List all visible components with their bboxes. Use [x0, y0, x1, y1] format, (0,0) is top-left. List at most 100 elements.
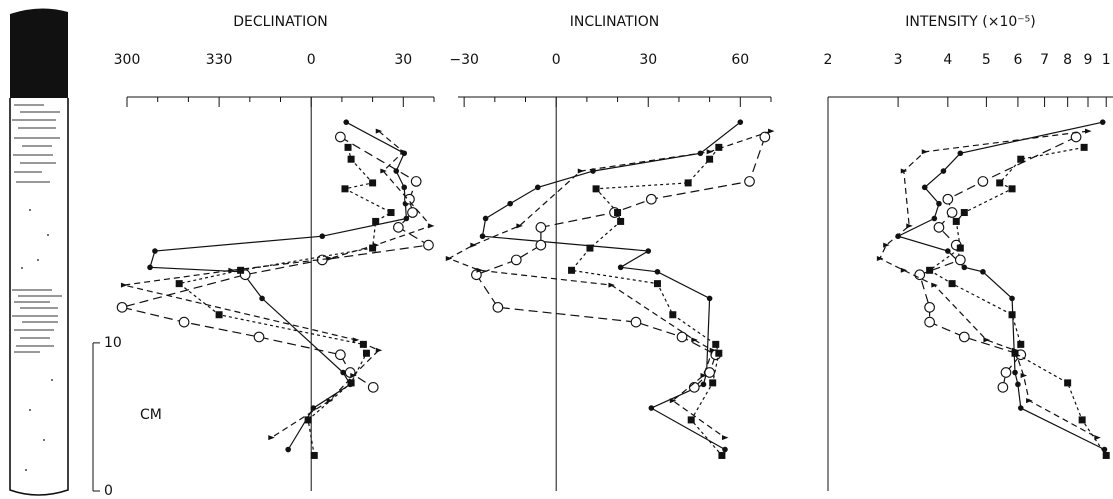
marker [1078, 416, 1086, 424]
profile-line [879, 130, 1098, 439]
marker [1012, 369, 1018, 376]
marker [883, 242, 890, 248]
marker [876, 255, 884, 261]
depth-tick-label: 0 [104, 483, 113, 499]
marker [476, 267, 483, 273]
x-tick-label: 7 [1040, 52, 1049, 68]
marker [359, 340, 367, 348]
marker [445, 255, 453, 261]
core-column [9, 8, 69, 496]
marker [285, 446, 291, 453]
marker [960, 209, 968, 217]
marker [1094, 435, 1101, 441]
x-tick-label: 1 [1102, 52, 1111, 68]
marker [568, 266, 576, 274]
x-tick-label: 0 [307, 52, 316, 68]
marker [688, 381, 700, 393]
marker [393, 221, 404, 233]
marker [945, 248, 951, 254]
marker [1102, 451, 1110, 459]
marker [977, 176, 989, 187]
panel-title: INTENSITY (×10⁻⁵) [905, 14, 1036, 30]
x-tick-label: 30 [394, 52, 412, 68]
marker [715, 349, 723, 357]
marker [507, 200, 513, 207]
marker [259, 295, 265, 302]
marker [175, 280, 183, 288]
marker [341, 185, 349, 193]
marker [900, 267, 908, 273]
marker [924, 316, 935, 328]
core-top [10, 8, 68, 99]
marker [948, 280, 956, 288]
marker [369, 179, 377, 187]
marker [906, 223, 913, 229]
marker [921, 184, 928, 191]
marker [577, 168, 585, 174]
marker [404, 193, 415, 205]
x-tick-label: 5 [982, 52, 991, 68]
marker [510, 254, 522, 266]
marker [340, 369, 346, 376]
marker [387, 209, 395, 217]
marker [253, 331, 265, 343]
marker [400, 149, 407, 155]
marker [350, 372, 357, 378]
x-tick-label: 330 [206, 52, 233, 68]
marker [1015, 381, 1021, 388]
core-grains [21, 209, 53, 471]
marker [926, 266, 934, 274]
profile-line [918, 136, 1077, 388]
marker [347, 379, 355, 387]
marker [954, 254, 966, 266]
marker [1017, 405, 1024, 411]
marker [1085, 128, 1092, 134]
marker [1099, 119, 1106, 125]
marker [516, 223, 523, 229]
marker [393, 168, 400, 174]
marker [983, 337, 990, 343]
marker [709, 347, 717, 353]
marker [691, 337, 698, 343]
profile-line [570, 147, 723, 456]
marker [614, 209, 622, 217]
marker [946, 207, 958, 218]
marker [669, 398, 677, 404]
x-tick-label: −30 [449, 52, 479, 68]
marker [470, 242, 477, 248]
marker [700, 381, 707, 388]
marker [676, 331, 688, 343]
marker [228, 267, 235, 273]
marker [933, 221, 945, 233]
marker [996, 179, 1004, 187]
marker [722, 446, 728, 453]
marker [1000, 367, 1012, 378]
core-laminae [12, 104, 62, 353]
marker [980, 268, 986, 275]
marker [375, 128, 383, 134]
marker [362, 349, 370, 357]
marker [648, 405, 655, 411]
marker [407, 207, 418, 218]
marker [706, 295, 713, 302]
marker [401, 184, 408, 191]
marker [645, 193, 657, 205]
marker [423, 239, 434, 251]
marker [653, 280, 661, 288]
marker [152, 248, 158, 254]
marker [924, 301, 935, 313]
marker [921, 149, 929, 155]
marker [931, 282, 938, 288]
marker [116, 301, 128, 313]
x-tick-label: 9 [1084, 52, 1093, 68]
core-outline [9, 98, 69, 496]
marker [347, 155, 355, 163]
panel-title: DECLINATION [233, 14, 327, 30]
marker [1017, 340, 1025, 348]
marker [1017, 155, 1025, 163]
marker [654, 268, 661, 275]
x-tick-label: 6 [1013, 52, 1022, 68]
marker [608, 282, 615, 288]
marker [237, 266, 245, 274]
marker [375, 347, 383, 353]
